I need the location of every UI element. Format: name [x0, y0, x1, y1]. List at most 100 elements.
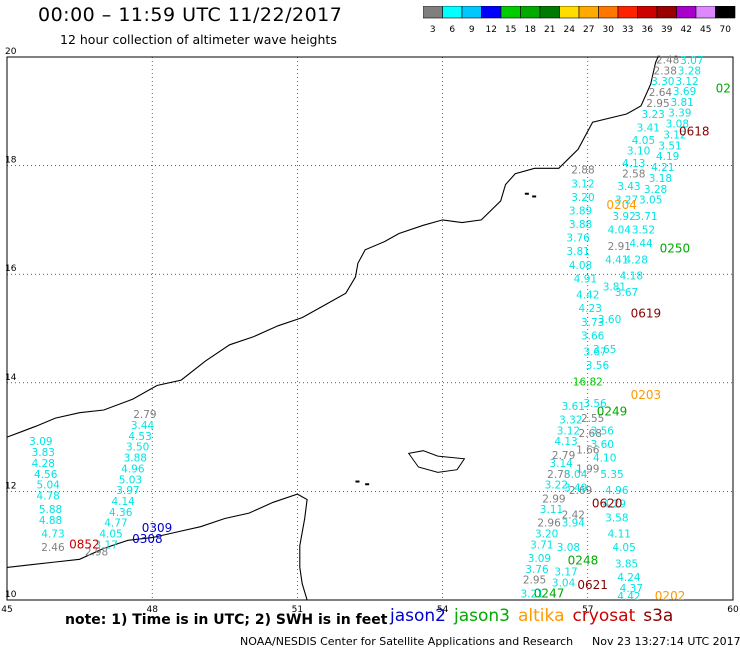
swh-value: 5.03 — [119, 474, 142, 486]
swh-value: 3.60 — [598, 314, 621, 326]
x-tick-label: 45 — [1, 605, 12, 615]
colorbar-tick: 3 — [430, 25, 436, 35]
pass-time-label: 0619 — [631, 307, 662, 321]
swh-value: 4.21 — [651, 162, 674, 174]
swh-value: 4.08 — [569, 260, 592, 272]
swh-value: 3.21 — [520, 588, 543, 600]
x-tick-label: 48 — [146, 605, 158, 615]
swh-value: 3.44 — [131, 420, 155, 432]
pass-time-label: 0618 — [679, 125, 710, 139]
legend-altika: altika — [518, 606, 565, 626]
footer-credit: NOAA/NESDIS Center for Satellite Applica… — [240, 635, 574, 648]
swh-value: 3.30 — [651, 76, 674, 88]
swh-value: 4.41 — [605, 254, 628, 266]
swh-value: 3.22 — [545, 480, 568, 492]
track-west-b: 3.093.834.284.565.044.785.884.88 4.732.46 — [29, 436, 65, 554]
pass-time-label: 0620 — [592, 497, 623, 511]
swh-value: 3.83 — [32, 447, 55, 459]
swh-value: 3.58 — [605, 512, 628, 524]
map-frame — [6, 56, 734, 601]
swh-value: 3.49 — [564, 482, 587, 494]
swh-value: 3.27 — [615, 195, 638, 207]
legend-cryosat: cryosat — [572, 606, 636, 626]
swh-value: 4.05 — [99, 529, 122, 541]
swh-value: 4.28 — [625, 254, 648, 266]
swh-value: 4.42 — [617, 591, 640, 603]
swh-value: 3.12 — [675, 76, 698, 88]
pass-time-label: 0621 — [577, 578, 608, 592]
colorbar-tick: 9 — [469, 25, 475, 35]
footer-note: note: 1) Time is in UTC; 2) SWH is in fe… — [65, 612, 388, 628]
swh-value: 3.56 — [586, 360, 610, 372]
swh-value: 2.95 — [646, 98, 669, 110]
swh-value: 4.05 — [632, 135, 655, 147]
swh-value: 3.65 — [593, 344, 616, 356]
colorbar-tick: 15 — [505, 25, 516, 35]
swh-value: 3.89 — [569, 205, 592, 217]
swh-value: 1.66 — [576, 444, 600, 456]
pass-time-label: 0250 — [660, 241, 691, 255]
swh-value: 4.04 — [608, 224, 632, 236]
swh-value: 3.04 — [552, 577, 576, 589]
swh-value: 4.11 — [608, 529, 631, 541]
pass-time-label: 02 — [716, 81, 731, 95]
x-tick-label: 54 — [437, 605, 449, 615]
somali-coastline — [6, 493, 308, 601]
swh-value: 3.11 — [540, 504, 563, 516]
y-tick-label: 16 — [5, 264, 17, 274]
swh-value: 2.46 — [41, 542, 65, 554]
swh-value: 3.69 — [673, 86, 696, 98]
pass-time-label: 0309 — [142, 521, 173, 535]
swh-value: 3.88 — [124, 453, 147, 465]
colorbar-tick: 21 — [544, 25, 555, 35]
swh-value: 4.10 — [593, 453, 616, 465]
swh-value: 3.81 — [566, 246, 589, 258]
arabian-coastline — [6, 56, 659, 438]
legend-jason2: jason2 — [390, 606, 446, 626]
swh-value: 5.04 — [36, 480, 60, 492]
swh-value: 2.79 — [552, 450, 575, 462]
swh-value: 2.55 — [581, 413, 604, 425]
swh-value: 3.17 — [554, 567, 577, 579]
swh-value: 3.52 — [632, 224, 655, 236]
swh-value: 3.08 — [666, 119, 689, 131]
pass-time-label: 0852 — [69, 537, 100, 551]
track-center-d: 3.043.493.943.083.173.04 — [552, 469, 588, 590]
swh-value: 2.38 — [654, 65, 677, 77]
y-tick-label: 14 — [5, 373, 17, 383]
swh-value: 3.20 — [571, 192, 594, 204]
swh-value: 3.76 — [525, 564, 549, 576]
pass-time-label: 0203 — [631, 388, 662, 402]
swh-value: 2.96 — [537, 518, 561, 530]
swh-value: 4.53 — [128, 431, 151, 443]
swh-value: 2.91 — [608, 241, 631, 253]
swh-value: 2.58 — [622, 169, 645, 181]
swh-value: 4.19 — [656, 151, 679, 163]
pass-time-label: 0308 — [132, 532, 163, 546]
swh-value: 4.13 — [554, 436, 577, 448]
swh-value: 3.09 — [29, 436, 52, 448]
swh-value: 4.28 — [32, 458, 55, 470]
swh-value: 5.35 — [600, 469, 623, 481]
swh-value: 1.99 — [576, 463, 599, 475]
swh-value: 2.95 — [523, 575, 546, 587]
islet — [532, 195, 537, 198]
colorbar-tick: 30 — [603, 25, 615, 35]
swh-value: 4.14 — [111, 496, 135, 508]
swh-value: 3.92 — [612, 211, 635, 223]
swh-value: 3.94 — [562, 518, 586, 530]
x-tick-label: 60 — [727, 605, 739, 615]
swh-value: 5.88 — [39, 504, 62, 516]
swh-value: 2.69 — [569, 485, 592, 497]
colorbar-tick: 33 — [622, 25, 633, 35]
swh-value: 4.44 — [629, 238, 653, 250]
socotra-island — [407, 450, 466, 473]
swh-value: 3.10 — [627, 146, 650, 158]
swh-value: 3.32 — [559, 415, 582, 427]
colorbar-tick: 6 — [449, 25, 455, 35]
swh-value: 2.64 — [649, 87, 673, 99]
swh-value: 3.67 — [615, 287, 638, 299]
colorbar-tick: 39 — [661, 25, 673, 35]
